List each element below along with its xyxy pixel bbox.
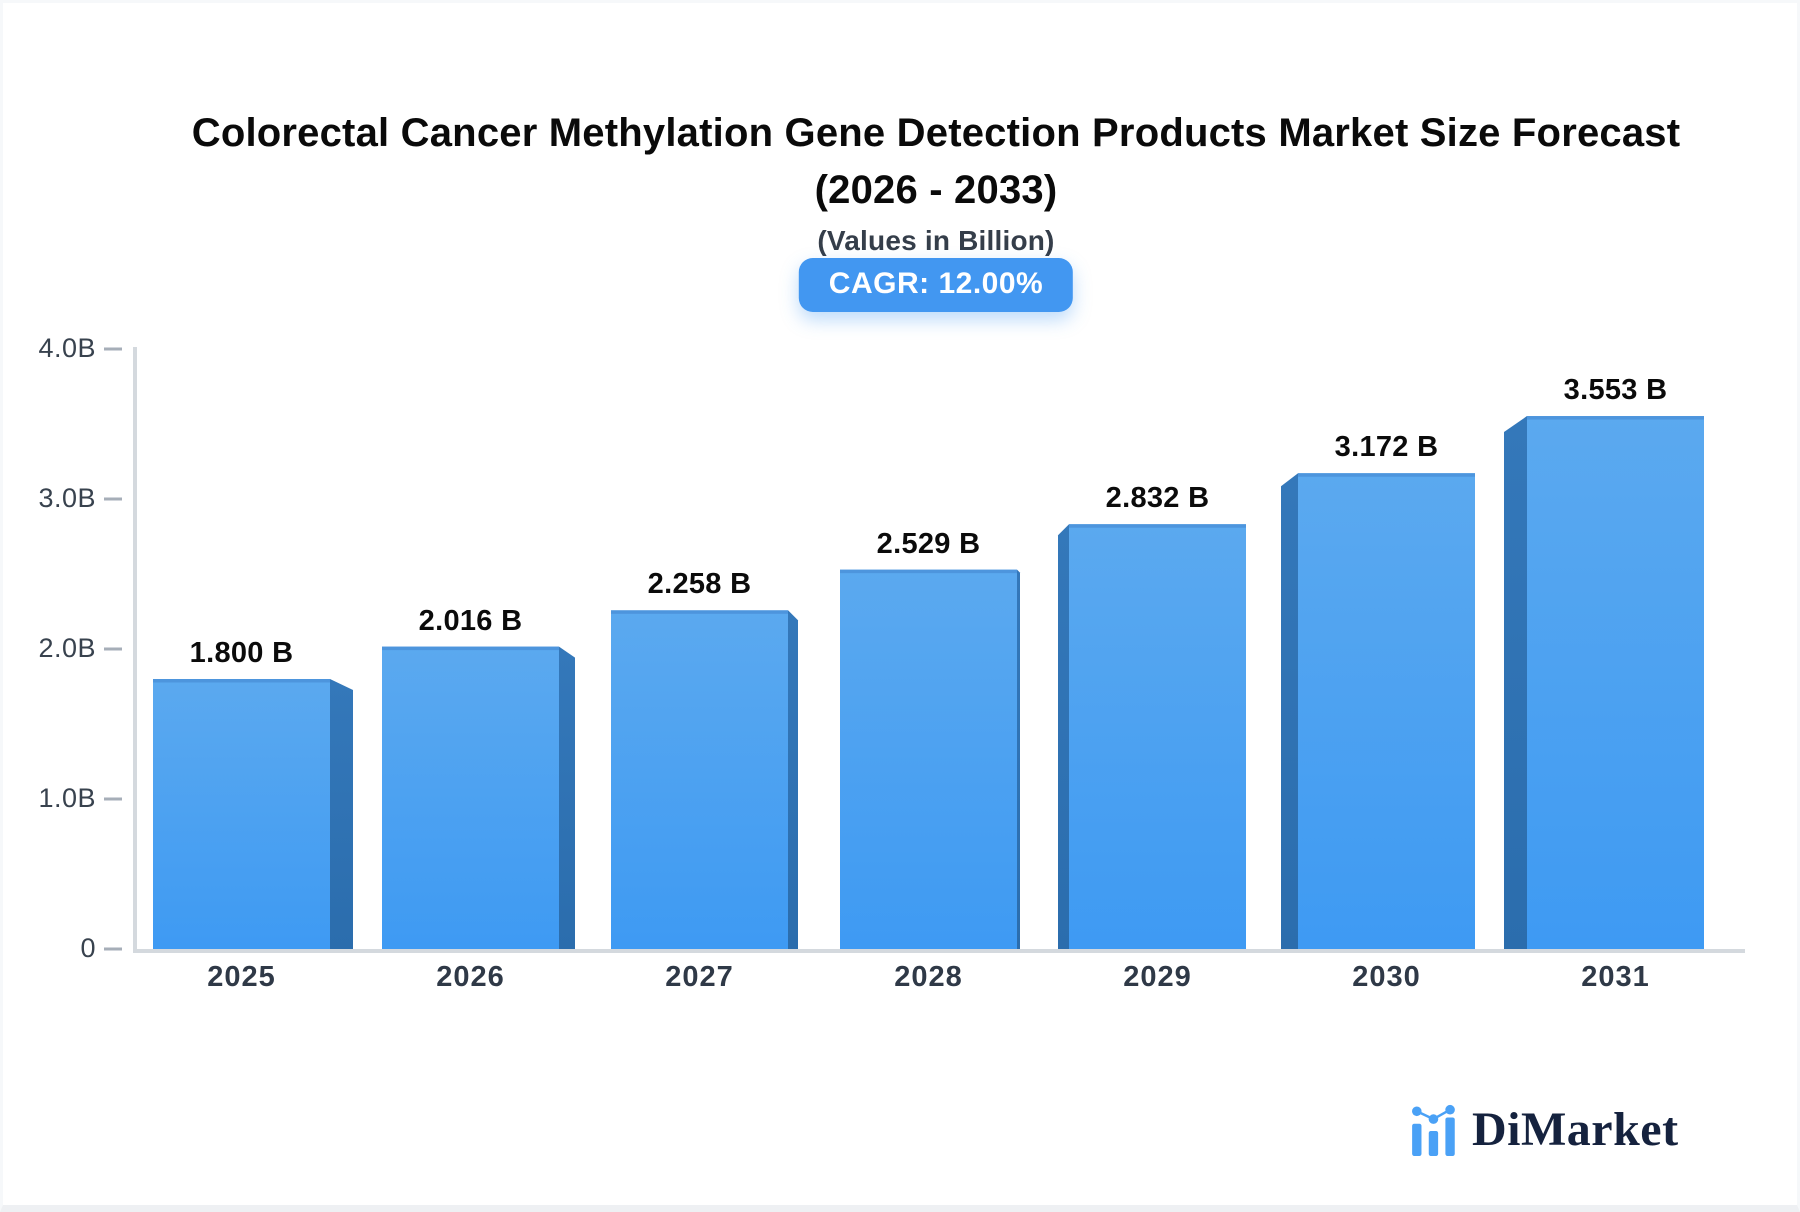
y-axis-tick-mark (104, 797, 122, 801)
y-axis-tick-label: 0 (80, 933, 96, 963)
bar-top-edge (1069, 524, 1246, 528)
bar-2029 (1069, 524, 1246, 949)
bar-2026 (382, 646, 559, 949)
axes-group (104, 347, 1745, 953)
bar-top-edge (382, 646, 559, 651)
y-axis-tick-label: 1.0B (38, 783, 96, 813)
x-axis-label-2031: 2031 (1581, 961, 1650, 993)
bar-value-label: 2.016 B (418, 604, 523, 637)
dimarket-logo-icon (1412, 1104, 1455, 1156)
bar-2025 (153, 679, 330, 949)
bar-value-label: 2.529 B (876, 527, 981, 560)
bar-value-label: 1.800 B (189, 637, 294, 669)
bar-side-face (1504, 416, 1527, 949)
x-axis-label-2025: 2025 (207, 961, 276, 993)
bar-value-label: 3.172 B (1334, 431, 1439, 464)
bar-2030 (1298, 473, 1475, 949)
bar-2027 (611, 610, 788, 949)
bar-value-label: 2.832 B (1105, 482, 1210, 515)
y-axis-tick-mark (104, 647, 122, 651)
bar-side-face (1017, 569, 1020, 949)
y-axis-tick-mark (104, 947, 122, 951)
bar-top-edge (153, 679, 330, 683)
chart-title: Colorectal Cancer Methylation Gene Detec… (191, 111, 1681, 155)
dimarket-logo-text: DiMarket (1472, 1103, 1679, 1156)
x-axis-label-2029: 2029 (1123, 961, 1192, 993)
bar-side-face (1281, 473, 1298, 949)
x-axis-label-2028: 2028 (894, 961, 963, 993)
bar-top-edge (611, 610, 788, 614)
bar-side-face (1058, 524, 1069, 949)
bar-top-edge (840, 569, 1017, 574)
bar-side-face (330, 679, 353, 949)
bars-group (153, 416, 1704, 949)
bar-value-label: 2.258 B (647, 568, 752, 601)
dimarket-logo: DiMarket (1411, 1096, 1679, 1156)
y-axis-tick-mark (104, 347, 122, 351)
bar-value-label: 3.553 B (1563, 374, 1668, 407)
bar-side-face (559, 646, 575, 949)
bar-side-face (788, 610, 798, 949)
cagr-badge: CAGR: 12.00% (798, 258, 1074, 312)
x-axis-label-2026: 2026 (436, 961, 505, 993)
x-axis-label-2027: 2027 (665, 961, 734, 993)
bar-chart-canvas (104, 347, 1745, 953)
bar-top-edge (1298, 473, 1475, 477)
x-axis-line (133, 949, 1745, 953)
y-axis-tick-label: 3.0B (38, 483, 96, 513)
chart-title-years: (2026 - 2033) (814, 168, 1058, 212)
y-axis-tick-label: 2.0B (38, 633, 96, 663)
y-axis-line (133, 347, 137, 953)
y-axis-tick-mark (104, 497, 122, 501)
x-axis-label-2030: 2030 (1352, 961, 1421, 993)
y-axis-tick-label: 4.0B (38, 333, 96, 363)
bar-2031 (1527, 416, 1704, 949)
bar-top-edge (1527, 416, 1704, 420)
bar-2028 (840, 569, 1017, 949)
chart-subtitle: (Values in Billion) (817, 225, 1055, 256)
